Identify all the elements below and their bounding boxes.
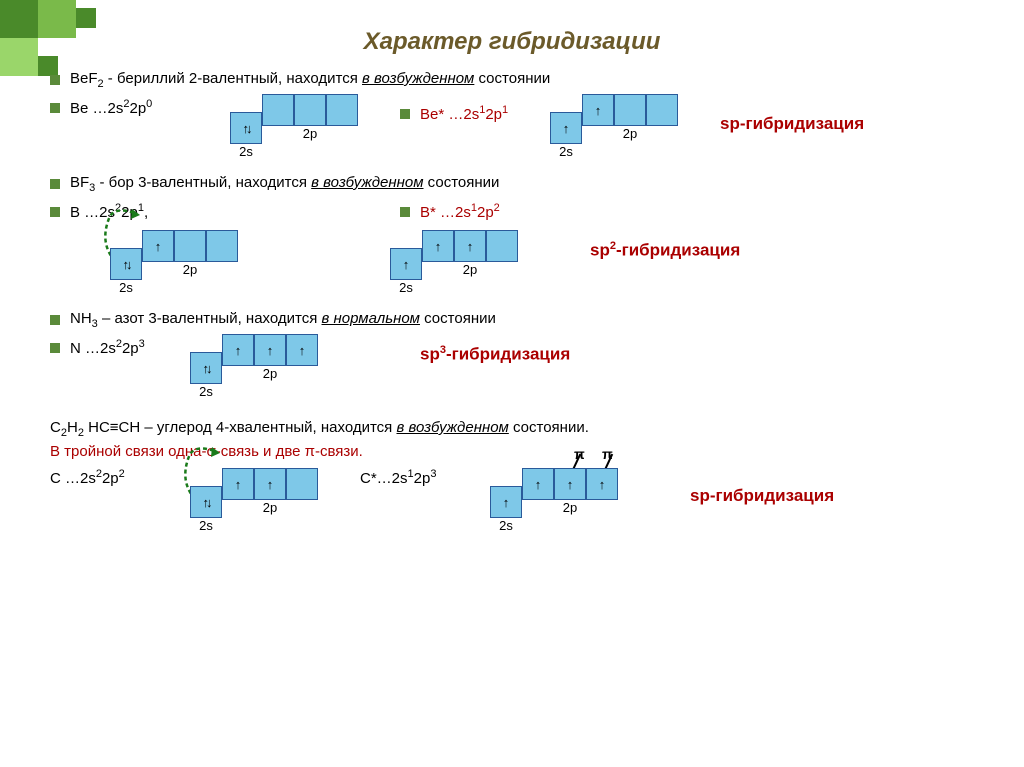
c2h2-line1: C2H2 HC≡CH – углерод 4-хвалентный, наход… <box>50 419 984 439</box>
hybrid-sp: sp-гибридизация <box>720 114 864 134</box>
orbital-be-ground: 2s 2p <box>230 94 400 159</box>
c-ground-config: C …2s22p2 <box>50 468 190 487</box>
text-part: состоянии <box>420 310 496 327</box>
bullet-icon <box>50 343 60 353</box>
orbital-2p <box>206 230 238 262</box>
state-text: в нормальном <box>322 310 420 327</box>
formula-part: BF <box>70 174 89 191</box>
orbital-2s <box>110 248 142 280</box>
orbital-2s <box>190 352 222 384</box>
orbital-2p <box>222 468 254 500</box>
orbital-2p <box>582 94 614 126</box>
orbital-2s <box>190 486 222 518</box>
orbital-c-ground: 2s 2p <box>190 468 360 533</box>
orbital-n: 2s 2p <box>190 334 390 399</box>
hybrid-sp-c: sp-гибридизация <box>690 486 834 506</box>
orbital-c-excited: π π 2s 2p <box>490 468 690 533</box>
orbital-be-excited: 2s 2p <box>550 94 720 159</box>
orb-label: 2s <box>390 280 422 295</box>
bullet-icon <box>50 103 60 113</box>
config: 2p <box>477 204 494 221</box>
config: N …2s <box>70 340 116 357</box>
orbital-2p <box>294 94 326 126</box>
bullet-be-excited: Be* …2s12p1 <box>400 104 550 123</box>
formula-part: BeF <box>70 70 98 87</box>
bullet-icon <box>400 207 410 217</box>
orb-label: 2p <box>222 366 318 381</box>
config: 2p <box>129 100 146 117</box>
text-part: состоянии <box>424 174 500 191</box>
orbital-2p <box>646 94 678 126</box>
config: Be …2s <box>70 100 123 117</box>
config: 2p <box>485 106 502 123</box>
bullet-icon <box>50 315 60 325</box>
orb-label: 2p <box>262 126 358 141</box>
bullet-n-config: N …2s22p3 <box>50 338 190 357</box>
config: 2p <box>122 340 139 357</box>
section-nh3: NH 3 – азот 3-валентный, находится в норм… <box>50 310 984 399</box>
orb-label: 2s <box>190 384 222 399</box>
orbital-2p <box>486 230 518 262</box>
formula-part: NH <box>70 310 92 327</box>
bullet-icon <box>50 179 60 189</box>
orbital-2p <box>254 334 286 366</box>
orbital-2s <box>230 112 262 144</box>
config: B* …2s <box>420 204 471 221</box>
orbital-2p <box>262 94 294 126</box>
c-excited-config: C*…2s12p3 <box>360 468 490 487</box>
orb-label: 2s <box>490 518 522 533</box>
orbital-2p <box>554 468 586 500</box>
bullet-bf3-desc: BF3 - бор 3-валентный, находится в возбу… <box>50 174 984 194</box>
orb-label: 2p <box>422 262 518 277</box>
orbital-2s <box>390 248 422 280</box>
config: Be* …2s <box>420 106 479 123</box>
bullet-bef2-desc: BeF2 - бериллий 2-валентный, находится в… <box>50 70 984 90</box>
section-bf3: BF3 - бор 3-валентный, находится в возбу… <box>50 174 984 295</box>
orbital-2p <box>142 230 174 262</box>
bullet-nh3-desc: NH3 – азот 3-валентный, находится в норм… <box>50 310 984 330</box>
orb-label: 2p <box>522 500 618 515</box>
state-text: в возбужденном <box>362 70 474 87</box>
hybrid-sp3: sp3-гибридизация <box>420 344 570 365</box>
orbital-2p <box>254 468 286 500</box>
orbital-2p <box>422 230 454 262</box>
orbital-2p <box>522 468 554 500</box>
section-c2h2: C2H2 HC≡CH – углерод 4-хвалентный, наход… <box>50 419 984 533</box>
text-part: - бериллий 2-валентный, находится <box>104 70 362 87</box>
orb-label: 2p <box>582 126 678 141</box>
orb-label: 2s <box>550 144 582 159</box>
sup: 0 <box>146 98 152 110</box>
orbital-2p <box>454 230 486 262</box>
bullet-icon <box>400 109 410 119</box>
orb-label: 2s <box>190 518 222 533</box>
orbital-b-excited: 2s 2p <box>390 230 590 295</box>
orbital-2p <box>286 334 318 366</box>
text-part: - бор 3-валентный, находится <box>95 174 311 191</box>
content-area: BeF 2 - бериллий 2-валентный, находится в… <box>0 56 1024 533</box>
state-text: в возбужденном <box>311 174 423 191</box>
bullet-b-excited: B* …2s12p2 <box>400 202 550 221</box>
bullet-be-ground: Be …2s22p0 <box>50 98 230 117</box>
orbital-2p <box>586 468 618 500</box>
sup: 1 <box>502 104 508 116</box>
page-title: Характер гибридизации <box>0 0 1024 56</box>
bullet-icon <box>50 207 60 217</box>
bullet-icon <box>50 75 60 85</box>
orbital-2p <box>614 94 646 126</box>
orb-label: 2s <box>230 144 262 159</box>
orbital-b-ground: 2s 2p <box>110 230 310 295</box>
orbital-2s <box>550 112 582 144</box>
orbital-2p <box>174 230 206 262</box>
orb-label: 2s <box>110 280 142 295</box>
orbital-2s <box>490 486 522 518</box>
hybrid-sp2: sp2-гибридизация <box>590 240 740 261</box>
section-bef2: BeF2 - бериллий 2-валентный, находится в… <box>50 70 984 159</box>
sup: 2 <box>494 202 500 214</box>
orbital-2p <box>286 468 318 500</box>
text-part: состоянии <box>474 70 550 87</box>
text-part: – азот 3-валентный, находится <box>98 310 322 327</box>
orbital-2p <box>222 334 254 366</box>
sup: 3 <box>139 338 145 350</box>
orbital-2p <box>326 94 358 126</box>
